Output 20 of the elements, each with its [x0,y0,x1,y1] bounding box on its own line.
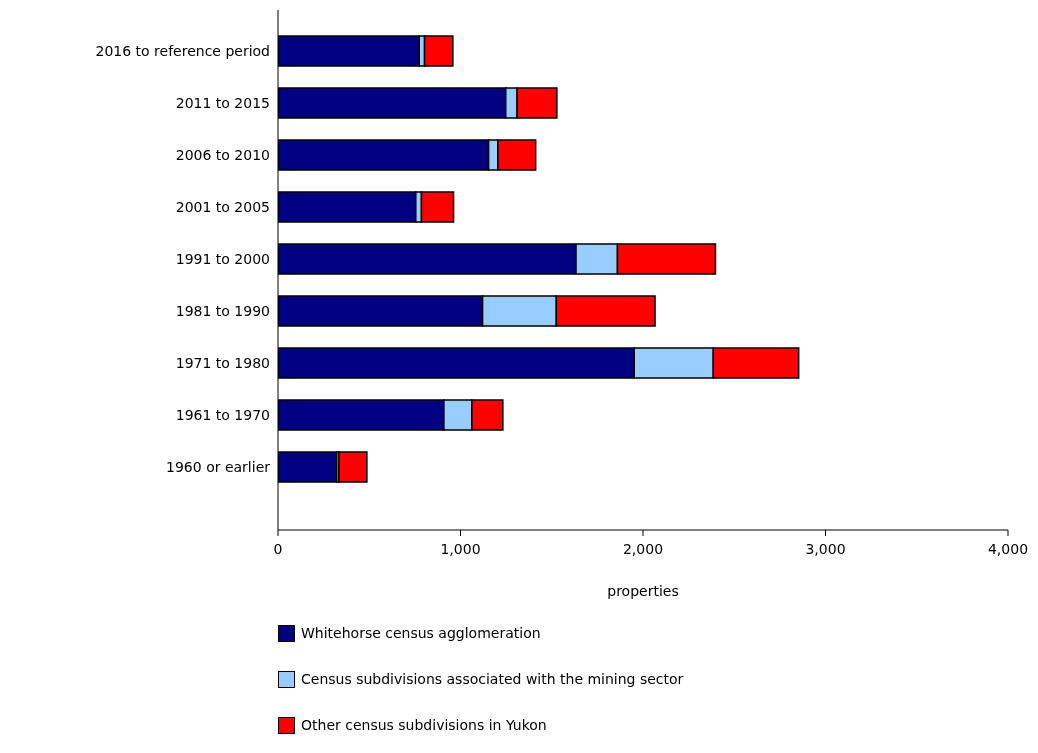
x-tick-label: 0 [273,540,283,557]
y-tick-label: 1960 or earlier [166,458,271,475]
y-tick-label: 1991 to 2000 [175,250,270,267]
bar [423,35,454,67]
x-tick-label: 4,000 [987,540,1029,557]
x-axis-title: properties [607,583,679,599]
legend-label: Whitehorse census agglomeration [301,625,541,641]
legend-label: Other census subdivisions in Yukon [301,717,547,733]
legend-label: Census subdivisions associated with the mining sector [301,671,684,687]
y-tick-label: 2016 to reference period [95,42,270,59]
x-tick-label: 2,000 [622,540,664,557]
x-tick-label: 1,000 [440,540,481,557]
y-tick-label: 2001 to 2005 [175,198,270,215]
y-tick-label: 1971 to 1980 [175,354,270,371]
x-tick-label: 3,000 [805,540,846,557]
y-tick-label: 2006 to 2010 [175,146,270,163]
y-tick-label: 2011 to 2015 [175,94,270,111]
y-tick-label: 1981 to 1990 [175,302,270,319]
bar [338,451,368,483]
y-tick-label: 1961 to 1970 [175,406,270,423]
